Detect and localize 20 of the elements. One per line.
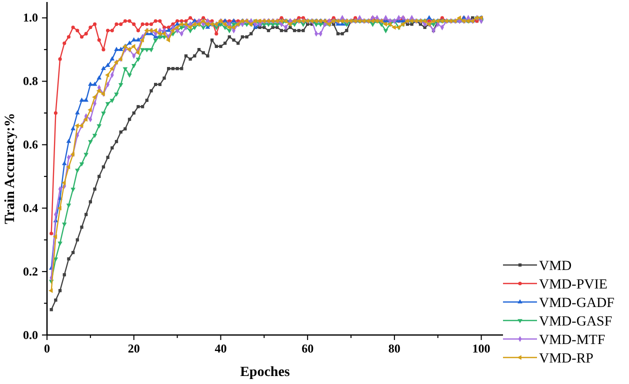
x-tick-label: 100 bbox=[472, 342, 490, 356]
legend-label: VMD-GASF bbox=[539, 314, 612, 330]
x-tick-label: 60 bbox=[302, 342, 314, 356]
y-tick-label: 0.8 bbox=[23, 74, 38, 88]
legend-label: VMD-RP bbox=[539, 352, 594, 366]
y-tick-label: 0.0 bbox=[23, 328, 38, 342]
y-tick-label: 0.6 bbox=[23, 138, 38, 152]
y-tick-label: 0.4 bbox=[23, 200, 38, 215]
x-axis-title: Epoches bbox=[240, 365, 290, 380]
legend-label: VMD bbox=[539, 259, 572, 274]
x-tick-label: 40 bbox=[214, 342, 227, 356]
y-axis-title: Train Accuracy:% bbox=[3, 112, 18, 224]
y-tick-label: 1.0 bbox=[23, 10, 38, 25]
x-tick-label: 80 bbox=[388, 342, 400, 356]
x-tick-label: 0 bbox=[44, 342, 50, 356]
legend-label: VMD-GADF bbox=[539, 296, 615, 311]
x-tick-label: 20 bbox=[128, 342, 140, 356]
y-tick-label: 0.2 bbox=[23, 264, 38, 278]
legend-label: VMD-MTF bbox=[539, 333, 606, 348]
legend-label: VMD-PVIE bbox=[539, 278, 608, 292]
